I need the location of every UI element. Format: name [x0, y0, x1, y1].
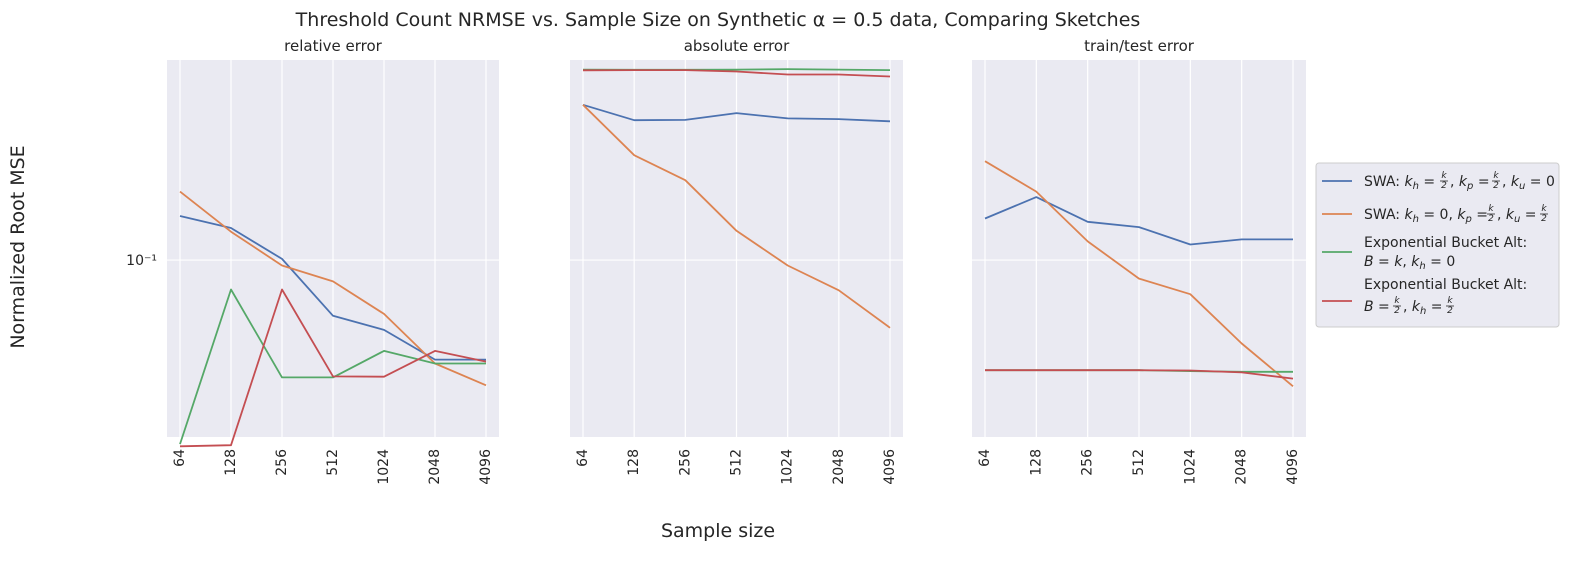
- x-tick-label: 1024: [780, 449, 796, 485]
- fraction-denominator: 2: [1441, 181, 1447, 191]
- x-tick-label: 512: [729, 449, 745, 476]
- fraction-numerator: k: [1541, 204, 1547, 214]
- x-tick-label: 1024: [376, 449, 392, 485]
- x-tick-label: 4096: [478, 449, 494, 485]
- legend-entry: SWA: kh = 0, kp = k2, ku = k2: [1322, 204, 1548, 225]
- fraction-numerator: k: [1447, 296, 1453, 306]
- series-line: [582, 69, 891, 78]
- series-line: [985, 369, 1294, 380]
- legend-label: Exponential Bucket Alt:: [1364, 235, 1527, 251]
- x-tick-label: 4096: [1285, 449, 1301, 485]
- legend-label: , ku = 0: [1502, 174, 1555, 192]
- x-tick-label: 2048: [427, 449, 443, 485]
- fraction-denominator: 2: [1394, 306, 1400, 316]
- panel-title: absolute error: [684, 37, 790, 55]
- y-tick-label: 10⁻¹: [126, 253, 157, 269]
- panel-0: 64 128 256 512 1024 2048 4096 10⁻¹ relative erro…: [126, 37, 499, 485]
- legend-label: Exponential Bucket Alt:: [1364, 277, 1527, 293]
- x-tick-label: 64: [977, 449, 993, 467]
- x-tick-label: 1024: [1182, 449, 1198, 485]
- legend-entry: Exponential Bucket Alt:B = k2, kh = k2: [1322, 277, 1527, 317]
- panel-title: train/test error: [1084, 37, 1195, 55]
- x-tick-label: 256: [677, 449, 693, 476]
- x-tick-label: 2048: [1234, 449, 1250, 485]
- x-axis-label: Sample size: [661, 520, 775, 542]
- panel-1: 64 128 256 512 1024 2048 4096 absolute error: [570, 37, 903, 485]
- legend-label: B =: [1364, 299, 1390, 315]
- x-tick-label: 64: [172, 449, 188, 467]
- fraction-numerator: k: [1493, 171, 1499, 181]
- fraction-denominator: 2: [1541, 214, 1547, 224]
- series-line: [984, 160, 1294, 387]
- legend-box: [1315, 162, 1560, 328]
- fraction-denominator: 2: [1488, 214, 1494, 224]
- series-line: [582, 104, 891, 329]
- y-axis-label: Normalized Root MSE: [7, 145, 29, 348]
- fraction-numerator: k: [1488, 204, 1494, 214]
- x-tick-label: 64: [575, 449, 591, 467]
- legend-label: , ku =: [1497, 207, 1537, 225]
- fraction-numerator: k: [1394, 296, 1400, 306]
- panel-2: 64 128 256 512 1024 2048 4096 train/test error: [972, 37, 1306, 485]
- series-line: [179, 215, 486, 361]
- legend-label: B = k, kh = 0: [1364, 254, 1455, 272]
- x-tick-label: 4096: [882, 449, 898, 485]
- series-line: [179, 288, 487, 448]
- legend-entry: SWA: kh = k2, kp = k2, ku = 0: [1322, 171, 1555, 192]
- series-line: [179, 288, 486, 445]
- legend-entry: Exponential Bucket Alt: B = k, kh = 0: [1322, 235, 1527, 272]
- x-tick-label: 256: [274, 449, 290, 476]
- legend-label: , kp =: [1450, 174, 1490, 192]
- x-tick-label: 2048: [831, 449, 847, 485]
- series-line: [582, 103, 891, 123]
- panel-title: relative error: [284, 37, 382, 55]
- legend-label: SWA: kh = 0, kp =: [1364, 207, 1488, 225]
- x-tick-label: 256: [1080, 449, 1096, 476]
- fraction-numerator: k: [1441, 171, 1447, 181]
- legend-label: , kh =: [1403, 299, 1443, 317]
- x-tick-label: 128: [223, 449, 239, 476]
- x-tick-label: 512: [1131, 449, 1147, 476]
- x-tick-label: 128: [626, 449, 642, 476]
- panels-layer: 64 128 256 512 1024 2048 4096 10⁻¹ relative erro…: [126, 37, 1306, 485]
- legend-label: SWA: kh =: [1364, 174, 1435, 192]
- fraction-denominator: 2: [1447, 306, 1453, 316]
- x-tick-label: 128: [1028, 449, 1044, 476]
- series-line: [984, 196, 1293, 246]
- fraction-denominator: 2: [1493, 181, 1499, 191]
- chart-title: Threshold Count NRMSE vs. Sample Size on…: [295, 9, 1141, 31]
- x-tick-label: 512: [325, 449, 341, 476]
